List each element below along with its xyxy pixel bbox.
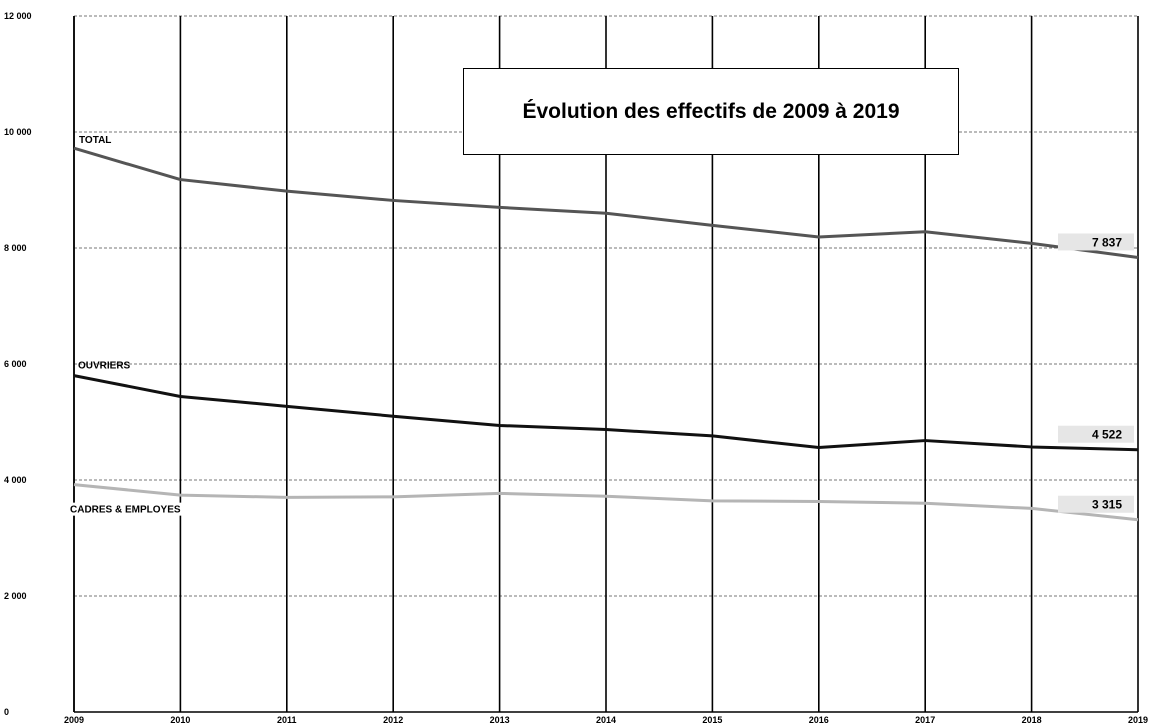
x-tick-label: 2015 [702,715,722,725]
y-tick-label: 2 000 [4,591,27,601]
series-line-ouvriers [73,374,1139,452]
x-tick-label: 2019 [1128,715,1148,725]
y-tick-label: 0 [4,707,9,717]
value-badge [1058,425,1134,443]
x-tick-label: 2011 [277,715,297,725]
chart-title-box: Évolution des effectifs de 2009 à 2019 [463,68,959,155]
series-name-total: TOTAL [79,135,111,146]
y-tick-label: 10 000 [4,127,32,137]
series-labels: TOTAL OUVRIERS CADRES & EMPLOYES 7 837 4 522… [68,135,1134,516]
series-line-cadres-employes [73,483,1139,522]
x-tick-label: 2016 [809,715,829,725]
x-tick-label: 2018 [1022,715,1042,725]
series-name-cadres-employes: CADRES & EMPLOYES [70,505,181,516]
value-badge [1058,495,1134,513]
series-line-total [73,146,1139,259]
end-value-label-total: 7 837 [1092,235,1122,249]
x-tick-label: 2012 [383,715,403,725]
series-name-bg [68,502,284,516]
x-tick-label: 2010 [170,715,190,725]
x-tick-labels: 2009 2010 2011 2012 2013 2014 2015 2016 2017 2018… [64,715,1148,725]
y-tick-label: 6 000 [4,359,27,369]
x-tick-label: 2009 [64,715,84,725]
chart-title: Évolution des effectifs de 2009 à 2019 [522,99,900,123]
series-name-ouvriers: OUVRIERS [78,361,131,372]
end-value-label-cadres-employes: 3 315 [1092,498,1122,512]
y-tick-label: 12 000 [4,11,32,21]
x-tick-label: 2013 [490,715,510,725]
x-tick-label: 2017 [915,715,935,725]
x-tick-label: 2014 [596,715,616,725]
series-lines [73,146,1139,522]
y-tick-label: 4 000 [4,475,27,485]
y-tick-label: 8 000 [4,243,27,253]
y-tick-labels: 0 2 000 4 000 6 000 8 000 10 000 12 000 [4,11,32,717]
axes [73,16,1138,713]
value-badge [1058,233,1134,251]
end-value-label-ouvriers: 4 522 [1092,428,1122,442]
